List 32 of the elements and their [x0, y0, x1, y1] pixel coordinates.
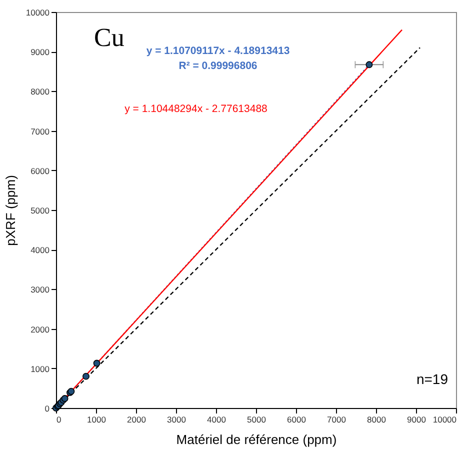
y-tick-label: 2000: [30, 324, 50, 334]
x-tick-label: 8000: [367, 414, 386, 424]
y-tick-label: 4000: [30, 245, 50, 256]
point: [366, 61, 373, 68]
x-tick-label: 10000: [432, 414, 457, 424]
y-tick-label: 3000: [30, 284, 50, 295]
x-tick-label: 6000: [287, 414, 306, 424]
x-tick-label: 5000: [247, 414, 266, 424]
y-tick-label: 1000: [30, 364, 50, 374]
x-tick-label: 7000: [327, 414, 346, 424]
y-axis-title: pXRF (ppm): [2, 175, 18, 246]
y-tick-label: 10000: [26, 8, 50, 18]
y-tick-label: 6000: [30, 166, 50, 176]
point: [93, 360, 100, 367]
point: [82, 372, 90, 380]
annotation: y = 1.10448294x - 2.77613488: [124, 103, 268, 115]
y-tick-label: 8000: [30, 86, 50, 97]
annotation: n=19: [416, 371, 448, 387]
x-tick-label: 3000: [167, 414, 186, 424]
x-tick-label: 4000: [207, 414, 226, 424]
y-tick-label: 0: [44, 404, 50, 414]
x-tick-label: 1000: [87, 414, 106, 424]
annotation: Cu: [94, 23, 124, 52]
x-tick-label: 0: [56, 414, 62, 424]
x-tick-label: 9000: [407, 414, 426, 424]
x-axis-title: Matériel de référence (ppm): [176, 432, 337, 447]
y-tick-label: 7000: [30, 126, 50, 136]
annotation: y = 1.10709117x - 4.18913413: [146, 45, 290, 57]
y-tick-label: 9000: [30, 47, 50, 58]
x-tick-label: 2000: [127, 414, 146, 424]
annotation: R² = 0.99996806: [178, 60, 258, 72]
y-tick-label: 5000: [30, 206, 50, 216]
